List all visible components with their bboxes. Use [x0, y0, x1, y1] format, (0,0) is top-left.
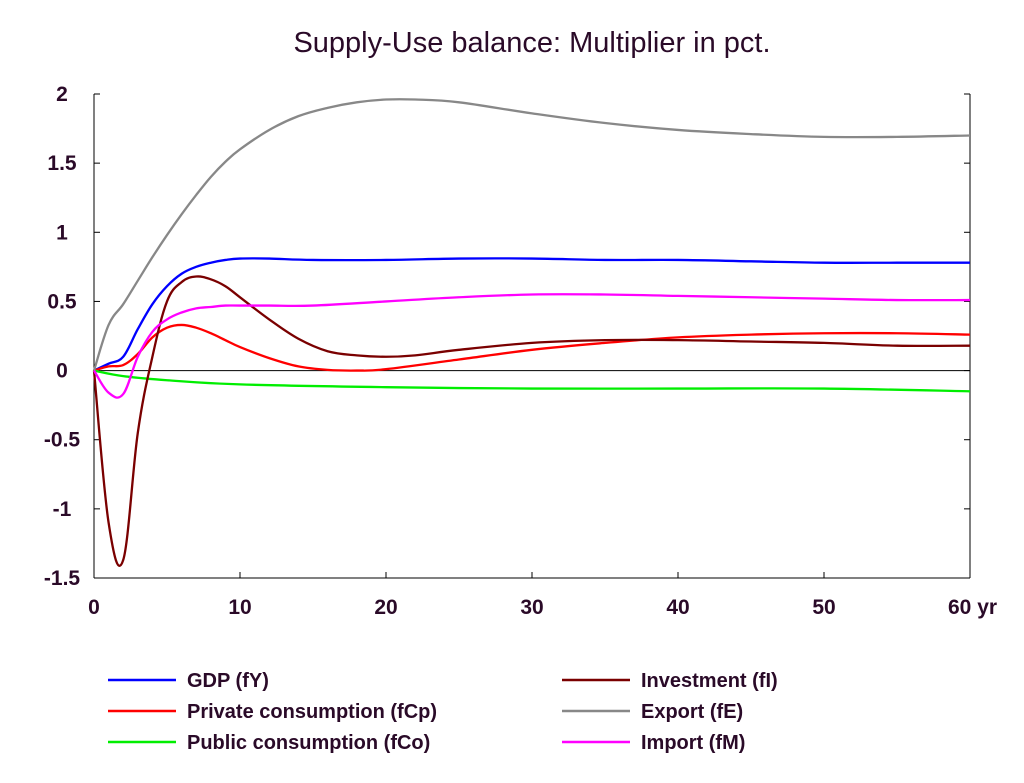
y-tick-label: 0 [56, 360, 68, 383]
series-line-gdp-fy [93, 257, 970, 372]
y-tick-label: -1 [53, 498, 72, 521]
legend-label: Public consumption (fCo) [187, 732, 430, 754]
y-tick-label: 0.5 [47, 290, 77, 313]
x-tick-label: 30 [520, 596, 543, 619]
series-line-investment-fi [92, 275, 971, 567]
x-tick-label: 60 yr [948, 596, 997, 619]
x-tick-label: 20 [374, 596, 397, 619]
legend-label: Import (fM) [641, 732, 745, 754]
series-line-public-consumption-fco [93, 369, 971, 393]
legend-label: Private consumption (fCp) [187, 701, 437, 723]
y-tick-label: -0.5 [44, 429, 81, 452]
plot-area: -1.5-1-0.500.511.520 10 20 30 40 50 60 yr [44, 83, 997, 619]
y-tick-label: 1 [56, 221, 68, 244]
x-tick-label: 0 [88, 596, 100, 619]
x-tick-label: 40 [666, 596, 689, 619]
legend-label: Investment (fI) [641, 670, 778, 692]
y-tick-label: -1.5 [44, 567, 81, 590]
x-tick-label: 10 [228, 596, 251, 619]
series-line-export-fe [92, 98, 971, 371]
y-tick-label: 2 [56, 83, 68, 106]
chart-title: Supply-Use balance: Multiplier in pct. [293, 27, 770, 59]
legend-label: Export (fE) [641, 701, 743, 723]
series-line-private-consumption-fcp [93, 323, 971, 372]
legend: GDP (fY) Private consumption (fCp) Public … [108, 670, 778, 754]
x-tick-label: 50 [812, 596, 835, 619]
series-line-import-fm [93, 293, 971, 399]
y-tick-label: 1.5 [47, 152, 77, 175]
legend-label: GDP (fY) [187, 670, 269, 692]
